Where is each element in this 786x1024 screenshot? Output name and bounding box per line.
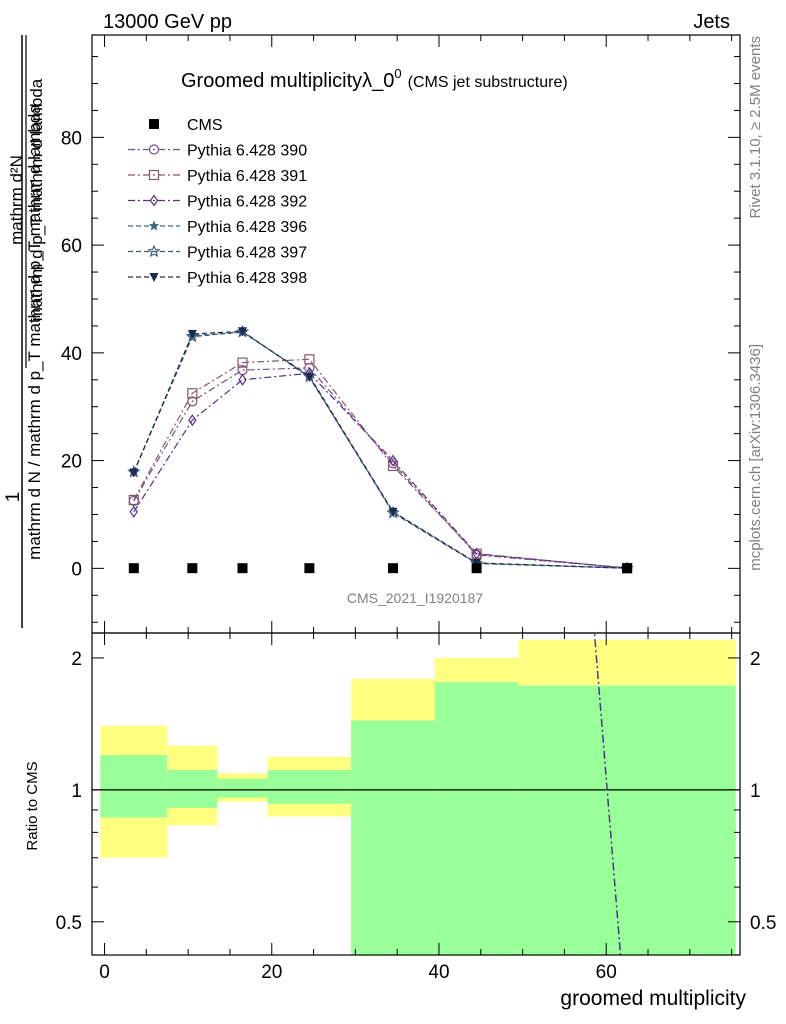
x-axis-label: groomed multiplicity bbox=[560, 987, 746, 1010]
plot-title: Groomed multiplicityλ_00(CMS jet substru… bbox=[181, 66, 568, 92]
cms-data-point bbox=[388, 563, 399, 574]
series-line-1 bbox=[133, 367, 628, 569]
main-y-axis-label: 1 mathrm d N / mathrm d p_T mathrm d p_T… bbox=[3, 35, 44, 628]
series-1-point bbox=[187, 396, 198, 407]
ratio-y-axis-label: Ratio to CMS bbox=[24, 761, 41, 850]
ratio-y-tick-label-right: 2 bbox=[750, 649, 761, 670]
ratio-green-band-4 bbox=[351, 720, 435, 955]
ratio-panel: 0 20 40 60 0.5 0.5 1 1 2 2 Ratio to CMS groomed m… bbox=[24, 632, 776, 1010]
legend-label-1: Pythia 6.428 390 bbox=[187, 143, 307, 160]
x-tick-label: 60 bbox=[596, 962, 617, 983]
ratio-y-tick-label: 0.5 bbox=[56, 913, 82, 934]
legend-marker-2 bbox=[148, 169, 160, 181]
series-6-point bbox=[238, 327, 248, 337]
ratio-green-band-2 bbox=[217, 778, 268, 798]
legend-label-4: Pythia 6.428 396 bbox=[187, 219, 307, 236]
ratio-panel-frame bbox=[91, 632, 741, 956]
series-2-point bbox=[237, 357, 248, 368]
x-tick-label: 40 bbox=[428, 962, 449, 983]
cms-data-point bbox=[622, 563, 633, 574]
cms-data-point bbox=[237, 563, 248, 574]
svg-text:mathrm d p_T mathrm d lambda: mathrm d p_T mathrm d lambda bbox=[27, 78, 46, 321]
series-2-point bbox=[387, 460, 399, 472]
x-tick-label: 20 bbox=[261, 962, 282, 983]
main-panel: 0 20 40 60 80 Groomed multiplicityλ_00(CMS j… bbox=[61, 34, 741, 634]
cms-data-point bbox=[128, 563, 139, 574]
ratio-green-band-3 bbox=[267, 770, 352, 804]
ratio-green-band-6 bbox=[518, 685, 736, 955]
series-2-point bbox=[304, 354, 315, 365]
legend-label-3: Pythia 6.428 392 bbox=[187, 194, 307, 211]
series-2-point bbox=[128, 494, 139, 506]
main-y-tick-label: 40 bbox=[61, 344, 82, 365]
legend-marker-4 bbox=[148, 220, 160, 231]
legend-label-0: CMS bbox=[187, 117, 223, 134]
series-6-point bbox=[129, 468, 139, 478]
main-y-tick-label: 80 bbox=[61, 128, 82, 149]
jets-label: Jets bbox=[693, 11, 730, 33]
series-2-point bbox=[187, 388, 198, 399]
series-3-point bbox=[188, 414, 197, 427]
cms-data-point bbox=[471, 563, 482, 574]
series-line-3 bbox=[133, 372, 628, 569]
main-y-tick-label: 60 bbox=[61, 236, 82, 257]
cms-data-point bbox=[304, 563, 315, 574]
analysis-watermark: CMS_2021_I1920187 bbox=[347, 590, 483, 606]
series-6-point bbox=[187, 330, 197, 339]
ratio-green-band-0 bbox=[100, 755, 168, 818]
legend-label-5: Pythia 6.428 397 bbox=[187, 245, 307, 262]
series-6-point bbox=[304, 373, 314, 383]
x-tick-label: 0 bbox=[99, 962, 110, 983]
svg-text:1: 1 bbox=[3, 492, 24, 503]
legend-marker-3 bbox=[149, 194, 159, 207]
series-line-2 bbox=[133, 358, 628, 569]
legend-marker-1 bbox=[148, 144, 160, 155]
ratio-green-band-5 bbox=[434, 682, 519, 955]
rivet-version-label: Rivet 3.1.10, ≥ 2.5M events bbox=[747, 36, 764, 219]
legend-marker-6 bbox=[149, 273, 159, 282]
ratio-y-tick-label-right: 0.5 bbox=[750, 913, 776, 934]
cms-data-point bbox=[187, 563, 198, 574]
ratio-overlay-line bbox=[593, 633, 622, 955]
legend-marker-5 bbox=[147, 244, 161, 258]
legend-label-6: Pythia 6.428 398 bbox=[187, 270, 307, 287]
main-y-axis-fraction: mathrm d²N mathrm d p_T mathrm d lambda bbox=[7, 35, 46, 368]
legend: CMS Pythia 6.428 390 Pythia 6.428 391 Pythi… bbox=[128, 117, 307, 287]
series-3-point bbox=[388, 454, 398, 467]
mcplots-label: mcplots.cern.ch [arXiv:1306.3436] bbox=[747, 344, 764, 571]
series-3-point bbox=[238, 373, 247, 386]
series-5-point bbox=[185, 329, 199, 343]
series-6-point bbox=[388, 507, 398, 517]
ratio-green-band-1 bbox=[167, 770, 218, 808]
svg-text:mathrm d N / mathrm d p_T math: mathrm d N / mathrm d p_T mathrm d p_T m… bbox=[25, 104, 44, 560]
legend-marker-0 bbox=[149, 119, 159, 129]
ratio-y-tick-label: 1 bbox=[71, 781, 82, 802]
series-3-point bbox=[129, 505, 139, 518]
legend-label-2: Pythia 6.428 391 bbox=[187, 168, 307, 185]
ratio-y-tick-label-right: 1 bbox=[750, 781, 761, 802]
ratio-y-tick-label: 2 bbox=[71, 649, 82, 670]
svg-text:mathrm d²N: mathrm d²N bbox=[7, 155, 26, 245]
main-y-tick-label: 0 bbox=[71, 559, 82, 580]
main-y-tick-label: 20 bbox=[61, 452, 82, 473]
energy-label: 13000 GeV pp bbox=[103, 11, 232, 33]
